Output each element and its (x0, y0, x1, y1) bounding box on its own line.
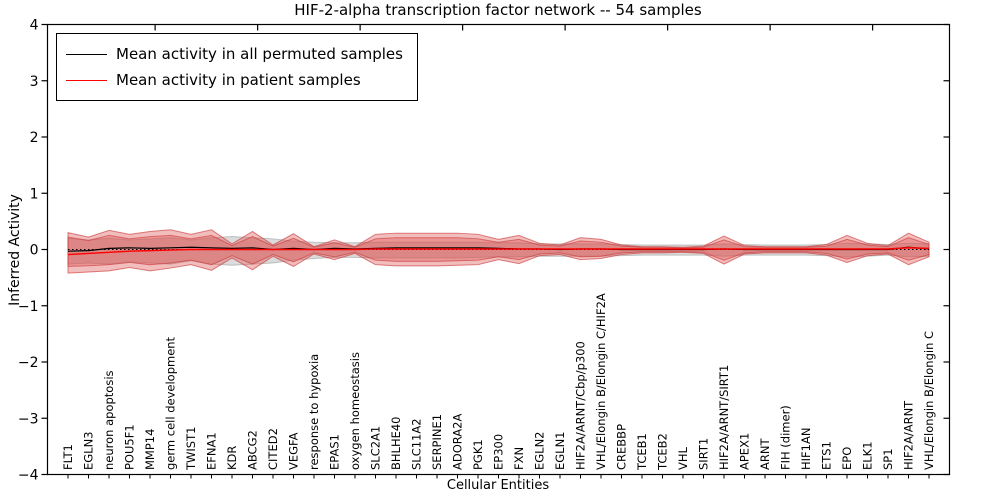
entity-label: VHL/Elongin B/Elongin C/HIF2A (594, 293, 608, 470)
y-axis-label: Inferred Activity (7, 194, 23, 306)
legend-line-red-icon (66, 79, 107, 81)
entity-label: VHL/Elongin B/Elongin C (922, 331, 936, 470)
entity-label: FIH (dimer) (779, 405, 793, 470)
entity-label: ARNT (758, 438, 772, 470)
entity-label: HIF2A/ARNT/Cbp/p300 (574, 341, 588, 470)
entity-label: EGLN3 (82, 431, 96, 470)
patient-range-band-outer (67, 229, 930, 274)
entity-label: FXN (512, 447, 526, 470)
patient-mean-line (67, 247, 930, 256)
entity-label: EPAS1 (328, 434, 342, 470)
entity-label: SIRT1 (697, 438, 711, 470)
x-axis-label: Cellular Entities (446, 478, 550, 493)
y-tick-label: 1 (30, 186, 39, 202)
legend-item-patient: Mean activity in patient samples (66, 67, 403, 93)
y-tick-label: −2 (18, 355, 39, 371)
y-tick-label: 2 (30, 130, 39, 146)
y-tick-label: −1 (18, 299, 39, 315)
entity-label: HIF2A/ARNT (902, 400, 916, 470)
entity-label: VEGFA (287, 432, 301, 470)
entity-label: APEX1 (738, 433, 752, 470)
entity-label: VHL (676, 446, 690, 470)
legend-label-patient: Mean activity in patient samples (116, 71, 361, 89)
entity-label: TCEB1 (635, 433, 649, 471)
entity-label: EP300 (492, 434, 506, 470)
entity-label: PGK1 (471, 439, 485, 470)
entity-label: TWIST1 (184, 427, 198, 471)
entity-label: MMP14 (143, 429, 157, 470)
entity-label: HIF1AN (799, 428, 813, 470)
y-tick-label: −3 (18, 411, 39, 427)
entity-label: EFNA1 (205, 432, 219, 470)
entity-label: EGLN2 (533, 431, 547, 470)
legend: Mean activity in all permuted samples Me… (56, 33, 418, 101)
patient-range-band-inner (67, 234, 930, 267)
y-tick-label: 0 (30, 243, 39, 259)
chart-title: HIF-2-alpha transcription factor network… (294, 1, 702, 19)
y-tick-label: 3 (30, 74, 39, 90)
entity-label: SERPINE1 (430, 414, 444, 470)
legend-item-permuted: Mean activity in all permuted samples (66, 41, 403, 67)
entity-label: SLC2A1 (369, 426, 383, 470)
entity-label: SP1 (881, 448, 895, 470)
legend-label-permuted: Mean activity in all permuted samples (116, 45, 403, 63)
entity-label: SLC11A2 (410, 418, 424, 470)
entity-label: ETS1 (820, 441, 834, 470)
entity-label: oxygen homeostasis (348, 352, 362, 470)
entity-label: POU5F1 (123, 424, 137, 470)
legend-line-black-icon (66, 53, 107, 55)
entity-label: TCEB2 (656, 433, 670, 471)
entity-label: EPO (840, 447, 854, 470)
entity-label: ELK1 (861, 441, 875, 470)
entity-label: ADORA2A (451, 414, 465, 470)
entity-label: ABCG2 (246, 430, 260, 470)
entity-label: CITED2 (266, 428, 280, 470)
entity-label: BHLHE40 (389, 417, 403, 471)
entity-label: neuron apoptosis (102, 370, 116, 470)
y-tick-label: −4 (18, 468, 39, 484)
entity-label: EGLN1 (553, 431, 567, 470)
y-tick-label: 4 (30, 18, 39, 34)
entity-label: KDR (225, 446, 239, 470)
entity-label: response to hypoxia (307, 354, 321, 470)
entity-label: germ cell development (164, 336, 178, 470)
entity-label: FLT1 (61, 444, 75, 470)
entity-label: HIF2A/ARNT/SIRT1 (717, 365, 731, 470)
entity-label: CREBBP (615, 424, 629, 470)
